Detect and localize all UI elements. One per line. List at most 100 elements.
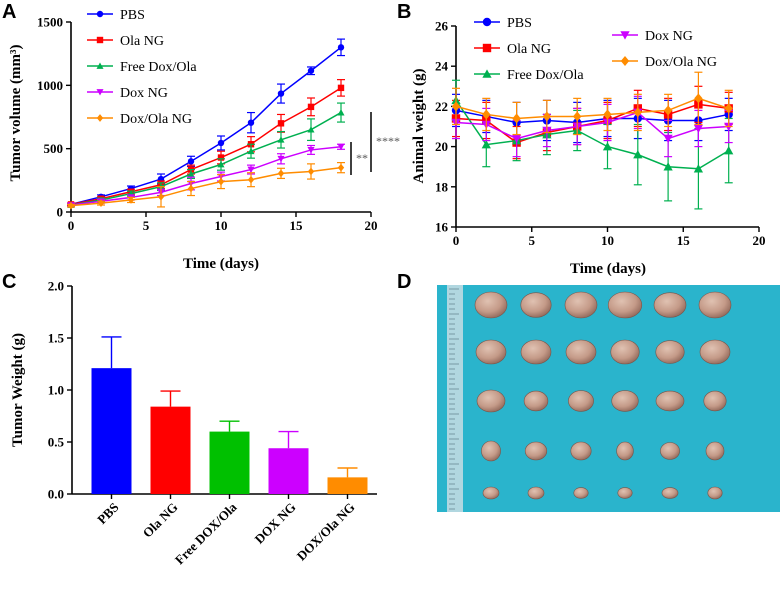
tumor — [705, 441, 725, 461]
tumor — [475, 339, 507, 365]
legend-marker — [482, 17, 492, 27]
tumor — [653, 292, 687, 318]
x-tick-label: 0 — [453, 233, 460, 248]
ruler — [447, 285, 463, 512]
tumor — [661, 487, 679, 499]
sig-label-short: ** — [356, 151, 368, 165]
panel-b-plot: 0 5 10 15 20 16 18 20 22 24 26 — [435, 19, 766, 249]
panel-a: A 0 5 10 15 20 0 500 1000 1500 Time (days) Tumor… — [2, 1, 400, 272]
data-point — [693, 164, 704, 173]
tumor — [476, 389, 506, 413]
panel-b: B 0 5 10 15 20 16 18 20 22 24 26 Time (days) Anima… — [397, 1, 766, 277]
x-tick-label: DOX NG — [251, 500, 298, 547]
series-line — [455, 103, 729, 144]
series-line — [70, 166, 342, 207]
tumor — [616, 441, 634, 461]
panel-b-ylabel: Animal weight (g) — [411, 69, 427, 184]
data-point — [277, 90, 285, 97]
x-tick-label: 5 — [529, 233, 536, 248]
bar — [150, 406, 191, 494]
tumor — [570, 441, 592, 461]
y-tick-label: 0 — [57, 205, 64, 220]
data-point — [307, 103, 315, 111]
x-tick-label: 20 — [753, 233, 766, 248]
series-ola-ng — [67, 79, 345, 208]
bar — [209, 431, 250, 494]
tumor — [565, 339, 597, 365]
data-point — [217, 177, 225, 186]
series-free-dox-ola — [451, 79, 734, 210]
legend-marker — [96, 10, 104, 18]
legend-marker — [620, 31, 630, 40]
tumor — [660, 442, 680, 460]
x-tick-label: 15 — [677, 233, 691, 248]
data-point — [187, 170, 195, 177]
legend-marker — [96, 36, 104, 44]
data-point — [187, 158, 195, 165]
series-line — [70, 87, 342, 206]
data-point — [481, 139, 491, 149]
tumor — [482, 486, 500, 500]
legend-label: PBS — [507, 16, 532, 31]
data-point — [542, 111, 552, 122]
tumor — [611, 390, 639, 412]
series-ola-ng — [451, 85, 733, 160]
x-tick-label: PBS — [94, 500, 121, 527]
bar — [268, 448, 309, 494]
data-point — [187, 184, 195, 193]
series-line — [455, 99, 730, 170]
bar — [327, 477, 368, 494]
panel-b-legend: PBS Ola NG Free Dox/Ola Dox NG Dox/Ola NG — [474, 16, 717, 83]
series-line — [455, 109, 729, 124]
data-point — [482, 109, 491, 120]
data-point — [573, 111, 582, 122]
y-tick-label: 16 — [435, 220, 449, 235]
data-point — [663, 134, 673, 144]
data-point — [602, 141, 613, 151]
data-point — [663, 105, 673, 116]
data-point — [247, 119, 255, 126]
data-point — [277, 136, 285, 143]
panel-b-xlabel: Time (days) — [570, 261, 646, 277]
data-point — [217, 139, 225, 147]
panel-a-ylabel: Tumor volume (mm³) — [8, 45, 24, 182]
x-tick-label: 0 — [68, 218, 75, 233]
data-point — [633, 150, 643, 159]
series-dox-ola-ng — [451, 71, 733, 136]
x-tick-label: 10 — [215, 218, 228, 233]
data-point — [724, 146, 734, 155]
x-tick-label: 10 — [601, 233, 614, 248]
legend-label: Ola NG — [507, 42, 551, 57]
panel-d: D — [397, 271, 780, 512]
y-tick-label: 1.0 — [48, 383, 64, 398]
y-tick-label: 0.0 — [48, 487, 64, 502]
legend-marker — [482, 43, 492, 53]
panel-c-ylabel: Tumor Weight (g) — [10, 333, 26, 447]
legend-marker — [96, 114, 104, 122]
x-tick-label: 5 — [143, 218, 150, 233]
tumor — [573, 487, 589, 499]
x-tick-label: 15 — [290, 218, 304, 233]
data-point — [337, 143, 345, 151]
y-tick-label: 1500 — [37, 15, 63, 30]
data-point — [217, 154, 225, 161]
data-point — [337, 44, 345, 51]
panel-c-letter: C — [2, 271, 16, 293]
legend-label: PBS — [120, 8, 145, 23]
legend-label: Dox NG — [120, 86, 168, 101]
x-tick-label: DOX/Ola NG — [294, 500, 358, 564]
tumor — [523, 390, 549, 412]
legend-label: Dox NG — [645, 29, 693, 44]
y-tick-label: 1000 — [37, 78, 63, 93]
series-line — [455, 97, 729, 120]
data-point — [97, 199, 105, 207]
legend-marker — [96, 62, 104, 69]
x-tick-label: Ola NG — [140, 500, 181, 541]
legend-label: Free Dox/Ola — [507, 68, 584, 83]
data-point — [693, 124, 704, 134]
data-point — [307, 167, 315, 176]
data-point — [512, 113, 521, 124]
series-free-dox-ola — [67, 102, 345, 208]
y-tick-label: 22 — [435, 99, 448, 114]
